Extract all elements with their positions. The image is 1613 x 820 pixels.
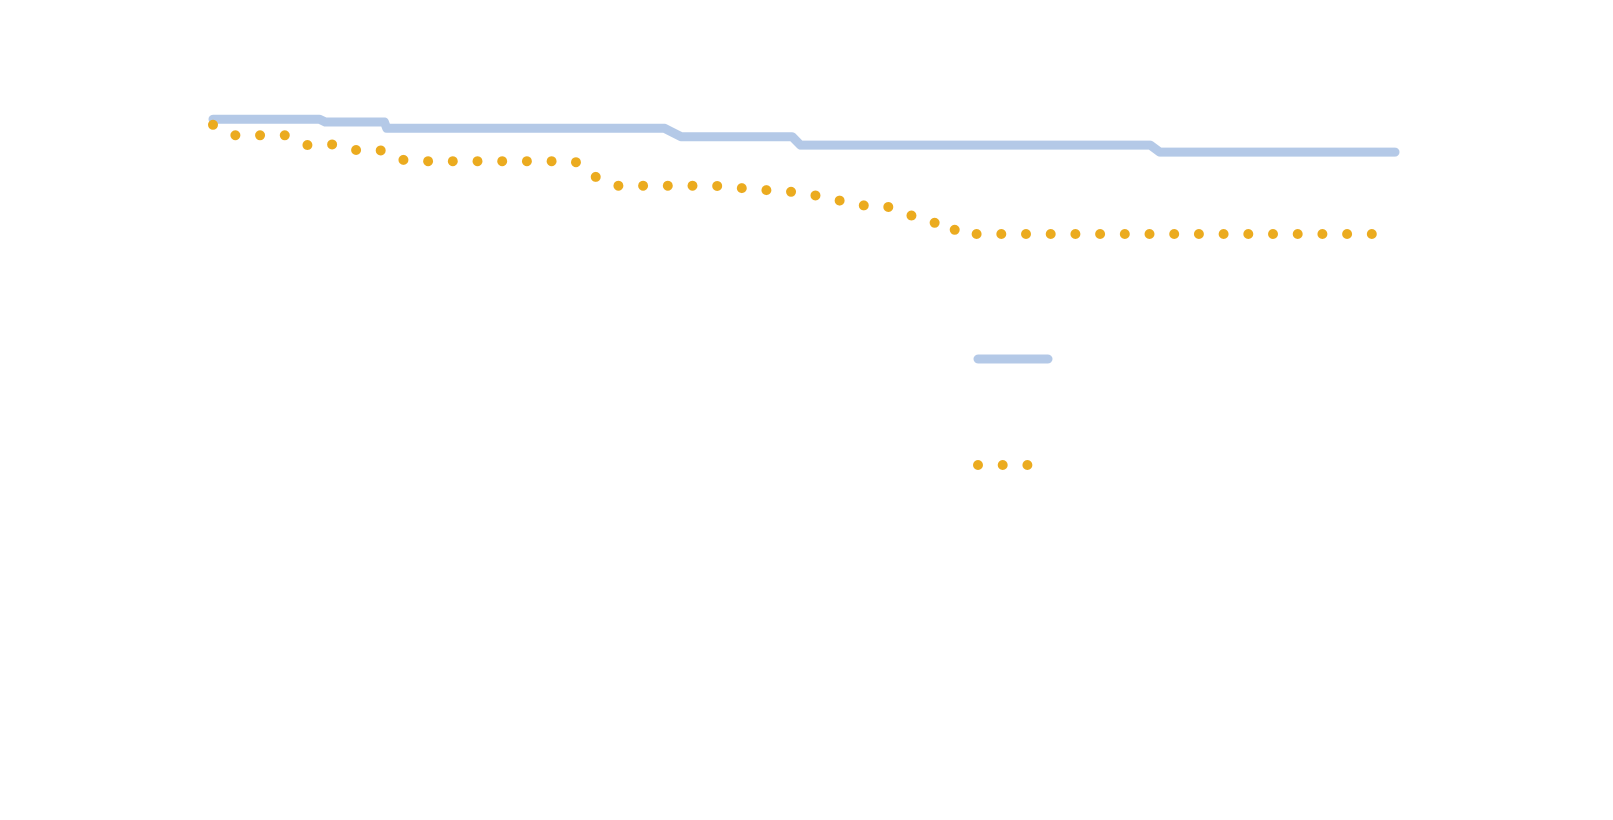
- series-line: [208, 114, 1400, 157]
- series-line: [208, 119, 1392, 239]
